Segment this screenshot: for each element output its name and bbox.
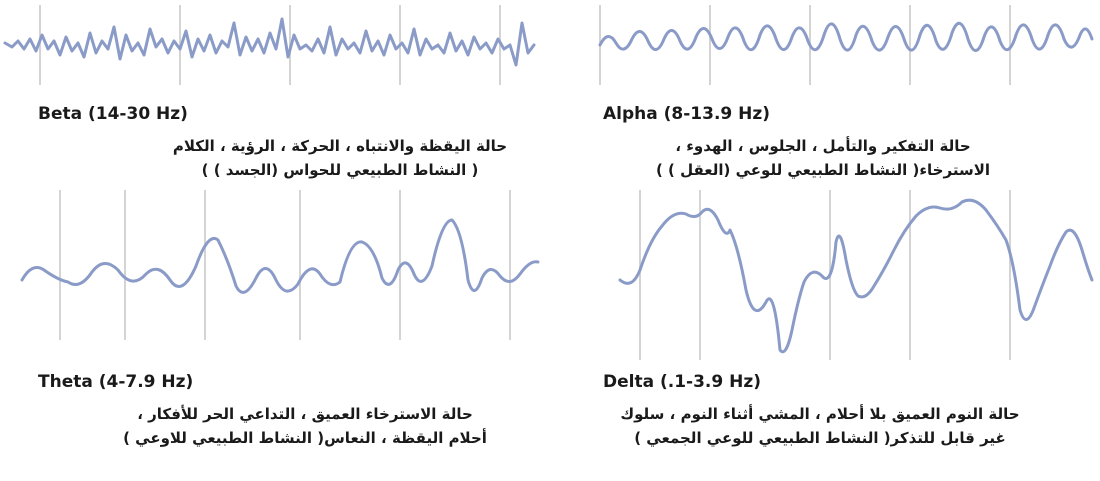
theta-label: Theta (4-7.9 Hz) bbox=[38, 372, 194, 392]
beta-description: حالة اليقظة والانتباه ، الحركة ، الرؤية … bbox=[130, 134, 550, 182]
theta-waveform bbox=[20, 190, 540, 340]
beta-waveform bbox=[3, 5, 536, 85]
delta-grid bbox=[639, 190, 1011, 360]
alpha-trace bbox=[598, 22, 1094, 52]
delta-trace bbox=[618, 198, 1094, 354]
theta-description-line-2: أحلام اليقظة ، النعاس( النشاط الطبيعي لل… bbox=[123, 429, 487, 447]
delta-label: Delta (.1-3.9 Hz) bbox=[603, 372, 762, 392]
beta-description-line-1: حالة اليقظة والانتباه ، الحركة ، الرؤية … bbox=[172, 137, 508, 155]
theta-grid bbox=[59, 190, 511, 340]
delta-waveform bbox=[618, 190, 1094, 360]
alpha-label: Alpha (8-13.9 Hz) bbox=[603, 104, 771, 124]
beta-description-line-2: ( النشاط الطبيعي للحواس (الجسد ) ) bbox=[201, 161, 479, 179]
delta-description-line-1: حالة النوم العميق بلا أحلام ، المشي أثنا… bbox=[620, 405, 1020, 423]
alpha-description-line-2: الاسترخاء( النشاط الطبيعي للوعي (العقل )… bbox=[655, 161, 991, 179]
beta-trace bbox=[3, 17, 536, 67]
alpha-description: حالة التفكير والتأمل ، الجلوس ، الهدوء ،… bbox=[588, 134, 1058, 182]
delta-description: حالة النوم العميق بلا أحلام ، المشي أثنا… bbox=[560, 402, 1080, 450]
theta-trace bbox=[20, 218, 540, 294]
theta-description-line-1: حالة الاسترخاء العميق ، التداعي الحر للأ… bbox=[137, 405, 473, 423]
delta-description-line-2: غير قابل للتذكر( النشاط الطبيعي للوعي ال… bbox=[634, 429, 1006, 447]
beta-label: Beta (14-30 Hz) bbox=[38, 104, 188, 124]
theta-description: حالة الاسترخاء العميق ، التداعي الحر للأ… bbox=[60, 402, 550, 450]
alpha-description-line-1: حالة التفكير والتأمل ، الجلوس ، الهدوء ، bbox=[675, 137, 971, 155]
alpha-waveform bbox=[598, 5, 1094, 85]
